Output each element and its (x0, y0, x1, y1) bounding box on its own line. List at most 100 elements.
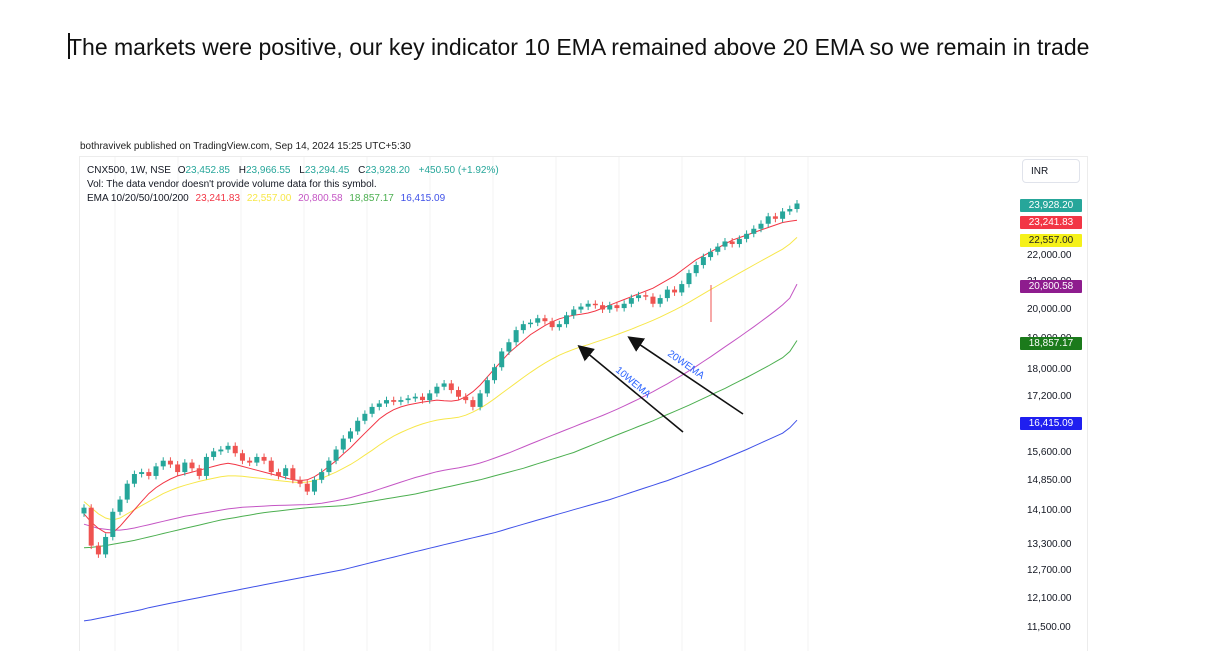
volume-note: Vol: The data vendor doesn't provide vol… (87, 179, 377, 190)
candle-body (297, 479, 303, 484)
candle-body (412, 396, 418, 399)
candle-body (319, 472, 325, 480)
candle-body (585, 303, 591, 307)
candle-body (131, 474, 137, 484)
ema50-line (83, 283, 798, 531)
candle-body (571, 309, 577, 316)
candle-body (211, 451, 217, 457)
candle-body (513, 330, 519, 343)
ema200-line (83, 419, 798, 622)
candle-body (708, 251, 714, 258)
candle-body (369, 406, 375, 414)
ema100-pill: 18,857.17 (1020, 337, 1082, 350)
candle-body (780, 211, 786, 219)
candle-body (405, 398, 411, 401)
candle-body (693, 265, 699, 274)
candle-body (347, 431, 353, 439)
y-tick: 12,700.00 (1027, 565, 1072, 576)
candle-body (484, 380, 490, 394)
candle-body (153, 466, 159, 476)
candle-body (182, 462, 188, 473)
candle-body (744, 233, 750, 239)
candle-body (146, 472, 152, 476)
candle-body (592, 303, 598, 306)
candle-body (751, 228, 757, 234)
y-tick: 11,500.00 (1027, 622, 1071, 633)
ema20-line (83, 237, 798, 521)
candle-body (304, 483, 310, 492)
candle-body (700, 257, 706, 266)
candle-body (448, 383, 454, 391)
ohlc-close: C23,928.20 (358, 165, 410, 176)
candle-body (686, 273, 692, 285)
candle-body (362, 413, 368, 421)
candle-body (398, 400, 404, 402)
candle-body (736, 238, 742, 245)
arrow-20wema (627, 336, 744, 415)
candle-body (542, 318, 548, 322)
candle-body (225, 445, 231, 450)
candle-body (355, 420, 361, 432)
candle-body (232, 445, 238, 454)
candle-body (463, 396, 469, 401)
candle-body (268, 460, 274, 473)
candle-body (758, 223, 764, 229)
candle-body (535, 318, 541, 323)
candle-body (672, 289, 678, 293)
ohlc-change: +450.50 (+1.92%) (418, 165, 499, 176)
ema50-pill: 20,800.58 (1020, 280, 1082, 293)
candle-body (492, 367, 498, 381)
candle-body (434, 386, 440, 394)
candle-body (254, 456, 260, 463)
candle-body (81, 507, 87, 514)
y-tick: 14,100.00 (1027, 505, 1072, 516)
ema10-pill: 23,241.83 (1020, 216, 1082, 229)
candle-body (578, 306, 584, 310)
candle-body (247, 460, 253, 463)
ema200-value: 16,415.09 (400, 193, 446, 204)
candle-body (239, 453, 245, 461)
candle-body (528, 322, 534, 325)
candle-body (643, 295, 649, 297)
candle-body (283, 468, 289, 476)
candle-body (470, 400, 476, 407)
candle-body (600, 305, 606, 310)
candle-body (383, 400, 389, 404)
candle-body (189, 462, 195, 469)
symbol-label: CNX500, 1W, NSE (87, 165, 171, 176)
candle-body (290, 468, 296, 480)
candle-body (261, 456, 267, 461)
candle-body (218, 449, 224, 452)
candle-body (103, 536, 109, 555)
candle-body (564, 315, 570, 325)
candle-body (167, 460, 173, 465)
candle-body (160, 460, 166, 467)
candle-body (275, 472, 281, 476)
candle-body (657, 298, 663, 304)
candle-body (139, 472, 145, 475)
price-chart: 10WEMA 20WEMA (81, 157, 809, 651)
y-tick: 13,300.00 (1027, 539, 1072, 550)
y-tick: 14,850.00 (1027, 475, 1072, 486)
ohlc-open: O23,452.85 (177, 165, 230, 176)
ema50-value: 20,800.58 (298, 193, 343, 204)
ema10-value: 23,241.83 (195, 193, 241, 204)
y-tick: 18,000.00 (1027, 364, 1072, 375)
candle-body (340, 438, 346, 450)
candle-body (376, 403, 382, 407)
candle-body (326, 460, 332, 473)
candle-body (729, 241, 735, 245)
candle-body (441, 383, 447, 387)
candle-body (520, 324, 526, 331)
candle-body (95, 545, 101, 555)
y-tick: 17,200.00 (1027, 391, 1072, 402)
candle-body (88, 507, 94, 546)
currency-button[interactable]: INR (1022, 159, 1080, 183)
candle-body (175, 464, 181, 473)
ema20-pill: 22,557.00 (1020, 234, 1082, 247)
candle-body (477, 393, 483, 407)
ema100-value: 18,857.17 (349, 193, 394, 204)
candle-body (794, 203, 800, 210)
ohlc-high: H23,966.55 (238, 165, 291, 176)
ema10-line (83, 219, 798, 534)
